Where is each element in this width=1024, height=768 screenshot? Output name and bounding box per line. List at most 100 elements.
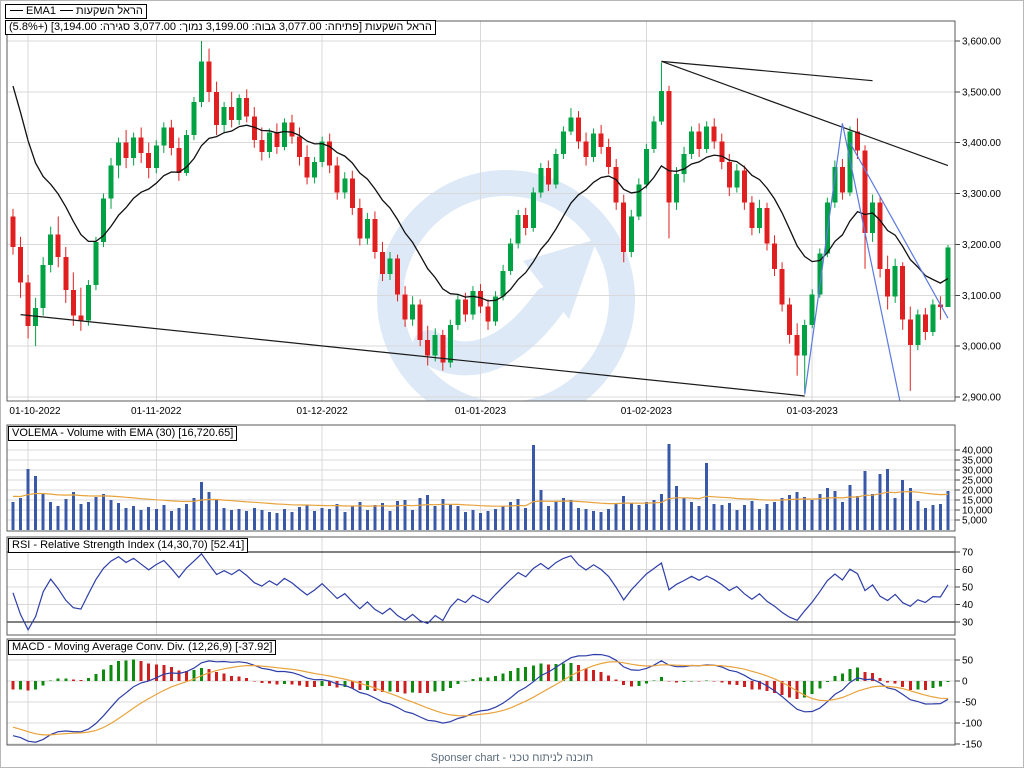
candle-body [455, 299, 461, 325]
watermark-arrow-head [523, 239, 597, 319]
candle-body [477, 291, 483, 307]
macd-plot-border [6, 638, 956, 746]
price-axis-label: 3,000.00 [962, 342, 1001, 353]
candle-body [885, 268, 891, 297]
candle-body [817, 253, 823, 295]
price-axis-label: 3,100.00 [962, 291, 1001, 302]
macd-histogram-bar [11, 681, 15, 690]
candle-body [568, 117, 574, 132]
macd-panel-header[interactable]: MACD - Moving Average Conv. Div. (12,26,… [8, 640, 277, 655]
macd-histogram-bar [569, 663, 573, 681]
volume-bar [569, 500, 573, 530]
candle-body [176, 147, 182, 174]
macd-histogram-bar [320, 681, 324, 686]
macd-histogram-bar [298, 681, 302, 686]
volume-panel-header[interactable]: VOLEMA - Volume with EMA (30) [16,720.65… [8, 426, 238, 441]
candle-body [832, 167, 838, 203]
volume-ema-line [12, 490, 949, 507]
rsi-panel-header[interactable]: RSI - Relative Strength Index (14,30,70)… [8, 538, 249, 553]
macd-histogram-bar [56, 678, 60, 681]
candle-body [802, 324, 808, 356]
macd-histogram-bar [607, 675, 611, 681]
volume-bar [34, 476, 38, 530]
macd-histogram-bar [818, 681, 822, 689]
candle-body [364, 219, 370, 239]
macd-histogram-bar [109, 664, 113, 681]
volume-bar [313, 511, 317, 530]
macd-histogram-bar [222, 673, 226, 681]
volume-bar [554, 502, 558, 530]
volume-bar [426, 495, 430, 530]
macd-histogram-bar [946, 681, 950, 682]
macd-histogram-bar [908, 681, 912, 690]
volume-bar [380, 503, 384, 530]
macd-histogram-bar [169, 666, 173, 681]
volume-axis-label: 25,000 [962, 476, 993, 487]
volume-bar [448, 504, 452, 530]
macd-histogram-bar [938, 681, 942, 687]
rsi-axis-label: 70 [962, 548, 974, 559]
volume-bar [358, 502, 362, 530]
volume-bar [659, 494, 663, 530]
macd-histogram-bar [396, 681, 400, 693]
macd-histogram-bar [584, 668, 588, 681]
volume-bar [305, 505, 309, 530]
volume-bar [252, 508, 256, 530]
macd-histogram-bar [539, 663, 543, 681]
volume-bar [456, 506, 460, 530]
macd-histogram-bar [154, 664, 158, 681]
macd-histogram-bar [901, 681, 905, 687]
macd-histogram-bar [577, 665, 580, 681]
macd-histogram-bar [501, 673, 505, 681]
candle-body [199, 61, 204, 103]
price-grid: 3,600.00 3,500.00 3,400.00 3,300.00 3,200.00… [7, 21, 1001, 404]
macd-histogram-bar [313, 681, 317, 688]
volume-bar [132, 506, 136, 530]
volume-bar [411, 510, 415, 530]
candle-body [304, 156, 310, 178]
macd-histogram-bar [448, 681, 452, 688]
macd-histogram-bar [614, 679, 618, 681]
rsi-plot-background [7, 537, 955, 635]
volume-bar [855, 496, 859, 530]
macd-histogram-bar [690, 680, 694, 682]
volume-bar [373, 505, 377, 530]
candle-body [395, 258, 401, 295]
macd-histogram-bar [79, 679, 83, 681]
macd-line [12, 653, 949, 743]
macd-histogram-bar [139, 660, 143, 681]
candle-body [55, 234, 61, 258]
candle-body [244, 97, 250, 117]
volume-bar [215, 500, 219, 530]
volume-bar [516, 499, 520, 530]
price-legend[interactable]: EMA1 הראל השקעות [5, 4, 147, 19]
macd-histogram-bar [803, 681, 807, 698]
volume-bar [94, 497, 98, 530]
volume-axis-label: 40,000 [962, 446, 993, 457]
candle-body [870, 202, 876, 234]
candle-body [100, 198, 106, 242]
candle-body [553, 153, 559, 185]
candle-body [161, 127, 167, 146]
macd-histogram-bar [863, 671, 867, 681]
candle-body [809, 294, 815, 325]
candle-body [259, 140, 265, 152]
volume-bar [86, 502, 90, 530]
volume-bar [486, 511, 490, 530]
volume-bar [818, 494, 822, 530]
candle-body [191, 102, 197, 136]
macd-histogram [11, 659, 950, 700]
candle-body [877, 202, 883, 269]
candle-body [643, 148, 649, 185]
macd-histogram-bar [215, 672, 219, 681]
candle-body [214, 91, 220, 125]
volume-bar [501, 506, 505, 530]
volume-bar [177, 508, 181, 530]
macd-histogram-bar [886, 681, 890, 683]
volume-bar [494, 509, 498, 530]
volume-bar [396, 501, 400, 530]
volume-bar [117, 503, 121, 530]
candle-body [485, 306, 491, 322]
price-title-bar[interactable]: הראל השקעות [פתיחה: 3,077.00 גבוה: 3,199… [5, 20, 436, 35]
